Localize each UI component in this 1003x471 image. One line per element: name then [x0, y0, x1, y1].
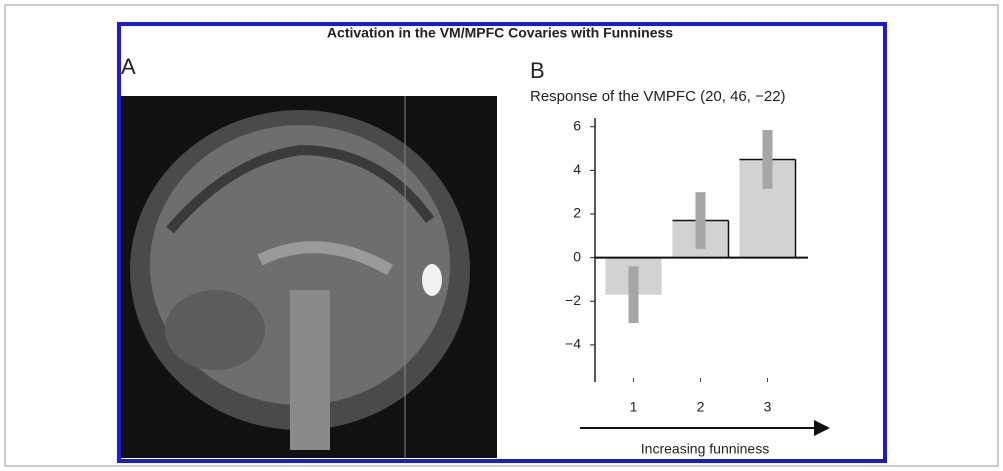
y-tick-label: −2 — [565, 292, 581, 308]
panel-label: A — [121, 54, 136, 79]
y-tick-label: 2 — [573, 205, 581, 221]
x-tick-label: 2 — [697, 399, 705, 415]
page: {"title": "Activation in the VM/MPFC Cov… — [0, 0, 1003, 471]
y-tick-label: 4 — [573, 161, 581, 177]
figure-title: Activation in the VM/MPFC Covaries with … — [327, 25, 673, 41]
x-axis-label: Increasing funniness — [641, 441, 769, 457]
panel-label: B — [530, 58, 545, 83]
error-bar — [763, 130, 773, 189]
y-tick-label: −4 — [565, 336, 581, 352]
brain-image — [121, 96, 497, 458]
x-tick-label: 1 — [630, 399, 638, 415]
error-bar — [696, 192, 706, 249]
figure: Activation in the VM/MPFC Covaries with … — [0, 0, 1003, 471]
chart-subtitle: Response of the VMPFC (20, 46, −22) — [530, 88, 786, 105]
activation — [422, 264, 442, 296]
error-bar — [629, 266, 639, 323]
cerebellum — [165, 290, 265, 370]
y-tick-label: 6 — [573, 117, 581, 133]
brainstem — [290, 290, 330, 450]
y-tick-label: 0 — [573, 248, 581, 264]
x-tick-label: 3 — [764, 399, 772, 415]
